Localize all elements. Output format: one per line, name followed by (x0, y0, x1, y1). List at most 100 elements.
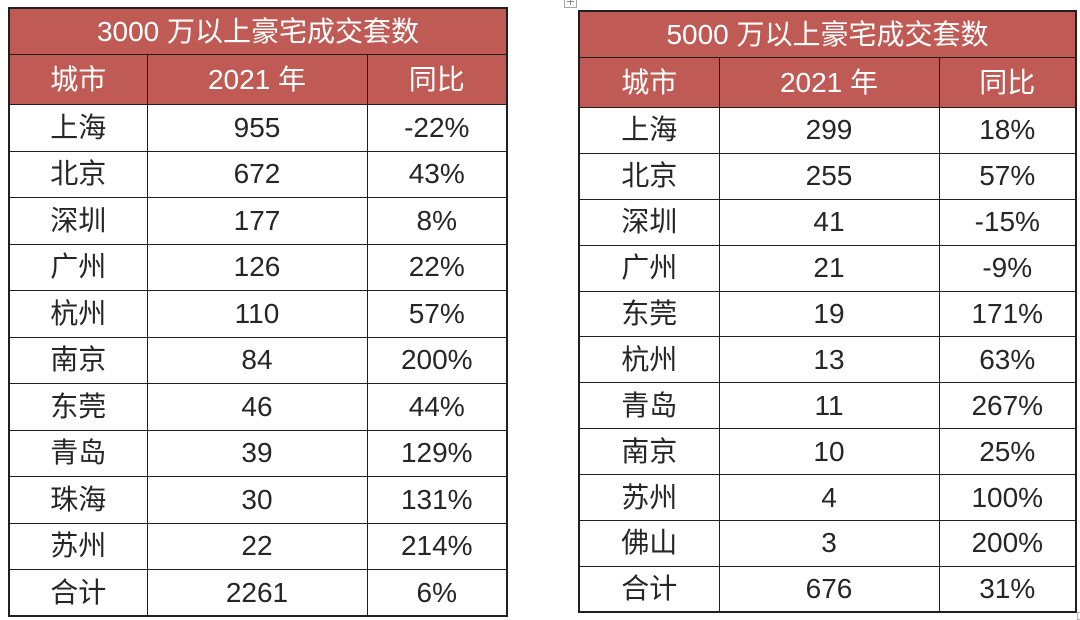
yoy-cell: 43% (366, 150, 508, 198)
table-move-handle-icon[interactable] (564, 0, 577, 8)
table-row: 上海 299 18% (578, 107, 1077, 154)
yoy-cell: -22% (366, 104, 508, 152)
city-cell: 广州 (8, 243, 148, 291)
table-row: 上海 955 -22% (8, 104, 508, 152)
table-row: 苏州 22 214% (8, 522, 508, 570)
table-row: 东莞 46 44% (8, 383, 508, 431)
table-row: 广州 126 22% (8, 243, 508, 291)
column-header-2021: 2021 年 (718, 57, 940, 108)
column-header-yoy: 同比 (366, 54, 508, 105)
count-2021-cell: 39 (146, 429, 368, 477)
count-2021-cell: 955 (146, 104, 368, 152)
city-cell: 南京 (578, 428, 720, 476)
table-row: 青岛 39 129% (8, 429, 508, 477)
city-cell: 东莞 (578, 290, 720, 338)
luxury-table-50m: 5000 万以上豪宅成交套数 城市 2021 年 同比 上海 299 18% 北京 25… (578, 10, 1077, 614)
city-cell: 深圳 (578, 198, 720, 246)
count-2021-cell: 30 (146, 476, 368, 524)
yoy-cell: 129% (366, 429, 508, 477)
table-title: 3000 万以上豪宅成交套数 (8, 7, 508, 55)
city-cell: 上海 (578, 107, 720, 154)
count-2021-cell: 4 (718, 474, 940, 522)
yoy-cell: -15% (938, 198, 1077, 246)
count-2021-cell: 2261 (146, 569, 368, 617)
yoy-cell: 63% (938, 336, 1077, 384)
count-2021-cell: 10 (718, 428, 940, 476)
count-2021-cell: 110 (146, 290, 368, 338)
city-cell: 合计 (8, 569, 148, 617)
yoy-cell: 18% (938, 107, 1077, 154)
table-header-row: 城市 2021 年 同比 (8, 54, 508, 105)
total-row: 合计 2261 6% (8, 569, 508, 617)
city-cell: 南京 (8, 336, 148, 384)
table-row: 佛山 3 200% (578, 520, 1077, 567)
table-row: 南京 10 25% (578, 428, 1077, 476)
luxury-table-30m-wrapper: 3000 万以上豪宅成交套数 城市 2021 年 同比 上海 955 -22% 北京 6… (8, 7, 508, 617)
city-cell: 苏州 (578, 474, 720, 522)
count-2021-cell: 21 (718, 244, 940, 292)
total-row: 合计 676 31% (578, 565, 1077, 613)
table-header-row: 城市 2021 年 同比 (578, 57, 1077, 108)
table-row: 北京 672 43% (8, 150, 508, 198)
luxury-table-30m: 3000 万以上豪宅成交套数 城市 2021 年 同比 上海 955 -22% 北京 6… (8, 7, 508, 617)
city-cell: 青岛 (578, 382, 720, 430)
yoy-cell: 171% (938, 290, 1077, 338)
table-row: 北京 255 57% (578, 152, 1077, 200)
city-cell: 珠海 (8, 476, 148, 524)
yoy-cell: 57% (366, 290, 508, 338)
table-title-row: 3000 万以上豪宅成交套数 (8, 7, 508, 55)
city-cell: 广州 (578, 244, 720, 292)
city-cell: 青岛 (8, 429, 148, 477)
table-row: 广州 21 -9% (578, 244, 1077, 292)
yoy-cell: 214% (366, 522, 508, 570)
count-2021-cell: 255 (718, 152, 940, 200)
count-2021-cell: 22 (146, 522, 368, 570)
table-row: 杭州 110 57% (8, 290, 508, 338)
city-cell: 杭州 (8, 290, 148, 338)
count-2021-cell: 672 (146, 150, 368, 198)
move-cross-vertical (570, 0, 571, 5)
column-header-2021: 2021 年 (146, 54, 368, 105)
count-2021-cell: 11 (718, 382, 940, 430)
yoy-cell: 267% (938, 382, 1077, 430)
table-title: 5000 万以上豪宅成交套数 (578, 10, 1077, 58)
city-cell: 深圳 (8, 197, 148, 245)
yoy-cell: 44% (366, 383, 508, 431)
city-cell: 佛山 (578, 520, 720, 567)
city-cell: 北京 (8, 150, 148, 198)
luxury-table-50m-wrapper: 5000 万以上豪宅成交套数 城市 2021 年 同比 上海 299 18% 北京 25… (578, 10, 1077, 614)
table-row: 南京 84 200% (8, 336, 508, 384)
table-row: 东莞 19 171% (578, 290, 1077, 338)
count-2021-cell: 676 (718, 565, 940, 613)
table-row: 青岛 11 267% (578, 382, 1077, 430)
count-2021-cell: 299 (718, 107, 940, 154)
count-2021-cell: 19 (718, 290, 940, 338)
table-title-row: 5000 万以上豪宅成交套数 (578, 10, 1077, 58)
count-2021-cell: 46 (146, 383, 368, 431)
count-2021-cell: 84 (146, 336, 368, 384)
yoy-cell: 200% (366, 336, 508, 384)
move-cross-horizontal (567, 1, 574, 2)
count-2021-cell: 13 (718, 336, 940, 384)
city-cell: 北京 (578, 152, 720, 200)
yoy-cell: 8% (366, 197, 508, 245)
table-row: 苏州 4 100% (578, 474, 1077, 522)
table-row: 珠海 30 131% (8, 476, 508, 524)
column-header-city: 城市 (8, 54, 148, 105)
count-2021-cell: 41 (718, 198, 940, 246)
city-cell: 合计 (578, 565, 720, 613)
city-cell: 杭州 (578, 336, 720, 384)
yoy-cell: 57% (938, 152, 1077, 200)
yoy-cell: 22% (366, 243, 508, 291)
yoy-cell: 100% (938, 474, 1077, 522)
city-cell: 东莞 (8, 383, 148, 431)
yoy-cell: 31% (938, 565, 1077, 613)
yoy-cell: 25% (938, 428, 1077, 476)
yoy-cell: -9% (938, 244, 1077, 292)
yoy-cell: 131% (366, 476, 508, 524)
count-2021-cell: 126 (146, 243, 368, 291)
table-row: 杭州 13 63% (578, 336, 1077, 384)
table-row: 深圳 177 8% (8, 197, 508, 245)
yoy-cell: 200% (938, 520, 1077, 567)
